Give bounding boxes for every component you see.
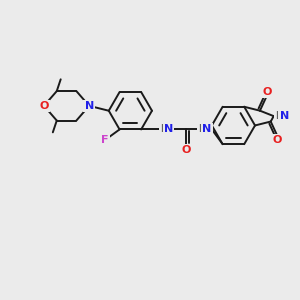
- Text: N: N: [164, 124, 173, 134]
- Text: O: O: [262, 87, 272, 97]
- Text: N: N: [85, 101, 94, 111]
- Text: N: N: [202, 124, 212, 134]
- Text: F: F: [101, 135, 109, 145]
- Text: H: H: [160, 124, 168, 134]
- Text: O: O: [273, 135, 282, 145]
- Text: H: H: [198, 124, 206, 134]
- Text: O: O: [182, 145, 191, 155]
- Text: O: O: [39, 101, 49, 111]
- Text: N: N: [280, 111, 289, 121]
- Text: H: H: [274, 111, 283, 121]
